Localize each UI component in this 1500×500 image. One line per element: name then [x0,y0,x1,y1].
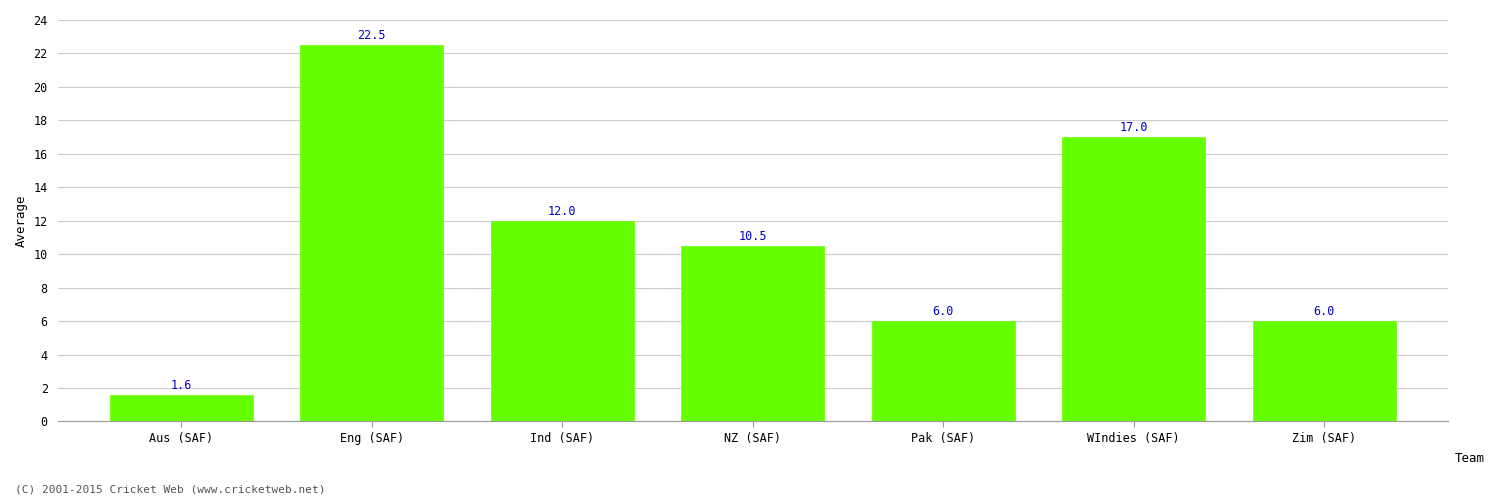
Text: 1.6: 1.6 [171,378,192,392]
Bar [110,394,254,421]
Text: 6.0: 6.0 [933,305,954,318]
Text: (C) 2001-2015 Cricket Web (www.cricketweb.net): (C) 2001-2015 Cricket Web (www.cricketwe… [15,485,326,495]
Text: Team: Team [1455,452,1485,465]
Text: 12.0: 12.0 [548,204,576,218]
Bar [681,246,824,422]
Bar [490,220,633,422]
Text: 10.5: 10.5 [738,230,766,243]
Bar [300,45,444,422]
Text: 22.5: 22.5 [357,29,386,42]
Y-axis label: Average: Average [15,194,28,247]
Bar [1062,137,1204,422]
Text: 17.0: 17.0 [1119,121,1148,134]
Bar [1252,321,1395,422]
Bar [871,321,1014,422]
Text: 6.0: 6.0 [1314,305,1335,318]
